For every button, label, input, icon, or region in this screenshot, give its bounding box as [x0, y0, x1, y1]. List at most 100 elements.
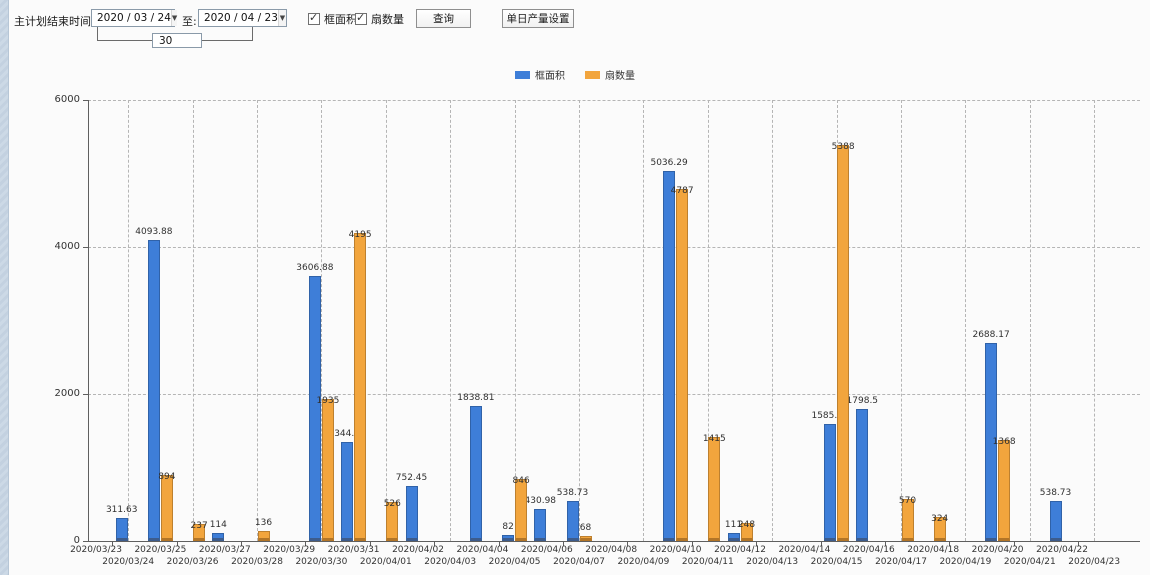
y-axis-tick [83, 100, 88, 101]
y-axis-tick [83, 247, 88, 248]
checkbox-frame-area[interactable]: ✓ 框面积 [308, 11, 357, 27]
x-axis-tick [498, 541, 500, 546]
bar-value-label: 3606.88 [296, 262, 334, 273]
bar-fan-count [386, 502, 399, 541]
x-axis-label: 2020/04/13 [746, 557, 799, 567]
x-axis-label: 2020/03/28 [231, 557, 283, 567]
bar-fan-count [837, 144, 850, 541]
bar-value-label: 538.73 [556, 488, 589, 499]
y-axis-line [88, 100, 89, 541]
date-to-value: 2020 / 04 / 23 [204, 12, 278, 24]
interval-days-input[interactable]: 30 [152, 33, 202, 48]
bar-value-label: 1585.96 [811, 411, 849, 422]
bar-value-label: 1415 [702, 433, 726, 444]
gridline-vertical [1029, 100, 1031, 541]
bar-value-label: 526 [383, 499, 401, 510]
x-axis-tick [691, 541, 693, 546]
bar-fan-count [257, 531, 270, 541]
bar-value-label: 2688.17 [972, 330, 1010, 341]
gridline-vertical [1094, 100, 1096, 541]
bar-value-label: 538.73 [1039, 488, 1072, 499]
gridline-vertical [514, 100, 516, 541]
x-axis-label: 2020/04/11 [681, 557, 734, 567]
bar-value-label: 311.63 [105, 505, 138, 516]
bar-frame-area [502, 534, 515, 541]
bar-value-label: 430.98 [524, 496, 557, 507]
x-axis-label: 2020/03/25 [134, 545, 187, 555]
x-axis-label: 2020/04/02 [392, 545, 444, 555]
date-from-combobox[interactable]: 2020 / 03 / 24 ▼ [91, 9, 178, 27]
x-axis-label: 2020/03/24 [102, 557, 155, 567]
bar-fan-count [901, 499, 914, 541]
x-axis-tick [562, 541, 564, 546]
bar-fan-count [676, 189, 689, 541]
checkbox-fan-count[interactable]: ✓ 扇数量 [355, 11, 404, 27]
x-axis-tick [112, 541, 114, 546]
bar-frame-area [115, 518, 128, 541]
daily-output-settings-button[interactable]: 单日产量设置 [502, 9, 574, 28]
x-axis-label: 2020/03/23 [70, 545, 122, 555]
bar-value-label: 1368 [992, 437, 1016, 448]
bar-fan-count [579, 536, 592, 541]
x-axis-label: 2020/04/10 [649, 545, 702, 555]
gridline-vertical [192, 100, 194, 541]
bar-frame-area [663, 170, 676, 541]
bar-fan-count [193, 523, 206, 541]
date-to-combobox[interactable]: 2020 / 04 / 23 ▼ [198, 9, 287, 27]
bar-value-label: 4195 [348, 229, 372, 240]
bracket-line-left-horizontal [97, 40, 152, 41]
bar-value-label: 324 [931, 514, 949, 525]
chart-legend: 框面积 扇数量 [515, 67, 635, 82]
x-axis-label: 2020/03/30 [295, 557, 348, 567]
x-axis-label: 2020/04/07 [553, 557, 605, 567]
legend-swatch-blue [515, 70, 530, 79]
x-axis-label: 2020/04/14 [778, 545, 831, 555]
bracket-line-right-horizontal [202, 40, 253, 41]
gridline-vertical [772, 100, 774, 541]
bar-value-label: 1798.5 [846, 395, 879, 406]
gridline-vertical [965, 100, 967, 541]
query-button[interactable]: 查询 [416, 9, 471, 28]
x-axis-label: 2020/04/16 [842, 545, 895, 555]
x-axis-label: 2020/04/03 [424, 557, 477, 567]
legend-item-fan-count: 扇数量 [585, 67, 635, 82]
x-axis-tick [627, 541, 629, 546]
bar-value-label: 136 [254, 518, 273, 528]
gridline-vertical [385, 100, 387, 541]
bar-frame-area [341, 442, 354, 541]
bar-frame-area [856, 408, 869, 541]
gridline-horizontal [88, 247, 1140, 248]
gridline-vertical [321, 100, 323, 541]
x-axis-label: 2020/03/31 [327, 545, 380, 555]
x-axis-label: 2020/04/22 [1036, 545, 1088, 555]
bar-value-label: 237 [190, 520, 208, 531]
x-axis-label: 2020/04/12 [714, 545, 766, 555]
chevron-down-icon[interactable]: ▼ [277, 10, 286, 26]
bracket-line-right-vertical [252, 27, 253, 41]
check-icon: ✓ [309, 11, 319, 24]
x-axis-tick [756, 541, 758, 546]
check-icon: ✓ [356, 11, 366, 24]
x-axis-label: 2020/04/18 [907, 545, 960, 555]
x-axis-label: 2020/04/17 [875, 557, 927, 567]
chevron-down-icon[interactable]: ▼ [170, 10, 178, 26]
x-axis-label: 2020/04/08 [585, 545, 638, 555]
x-axis-label: 2020/04/20 [971, 545, 1024, 555]
x-axis-label: 2020/04/21 [1003, 557, 1056, 567]
gridline-vertical [707, 100, 709, 541]
x-axis-tick [949, 541, 951, 546]
x-axis-label: 2020/04/06 [520, 545, 573, 555]
bracket-line-left-vertical [97, 27, 98, 41]
bar-frame-area [1049, 501, 1062, 541]
checkbox-icon[interactable]: ✓ [308, 11, 320, 25]
checkbox-icon[interactable]: ✓ [355, 11, 367, 25]
x-axis-tick [820, 541, 822, 546]
x-axis-label: 2020/04/04 [456, 545, 509, 555]
x-axis-tick [1078, 541, 1080, 546]
bar-value-label: 5036.29 [650, 157, 688, 168]
bar-fan-count [160, 475, 173, 541]
y-axis-label: 6000 [54, 94, 80, 105]
bar-fan-count [515, 478, 528, 541]
x-axis-label: 2020/04/09 [617, 557, 670, 567]
